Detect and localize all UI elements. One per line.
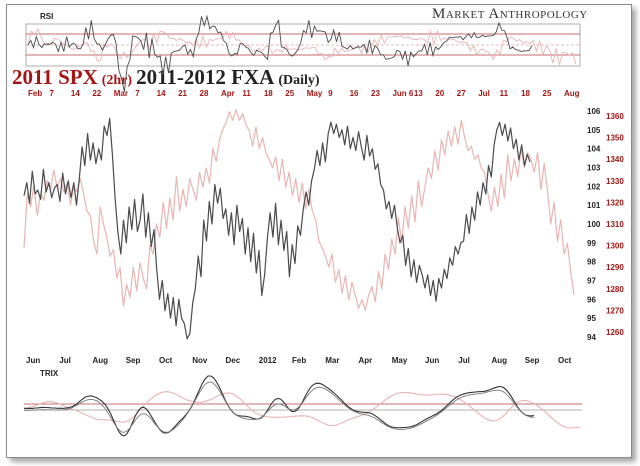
- fxa-series-line: [23, 117, 531, 340]
- spx-rsi-line: [27, 28, 577, 65]
- rsi-panel: [25, 14, 581, 92]
- fxa-axis-tick: 106: [587, 107, 601, 116]
- bottom-axis-label: Oct: [558, 356, 572, 365]
- spx-trix-line: [23, 391, 581, 429]
- bottom-axis-label: Sep: [525, 356, 540, 365]
- bottom-axis-label: Aug: [93, 356, 109, 365]
- title-spx: 2011 SPX: [12, 65, 98, 89]
- spx-axis-tick: 1360: [606, 112, 624, 121]
- top-axis-label: Jun 6: [392, 89, 413, 98]
- spx-axis-tick: 1350: [606, 134, 624, 143]
- top-date-axis: Feb 7 14 22 Mar 7 14 21 28 Apr 11 18 25 May 9 16 23 Jun 6…: [28, 89, 580, 98]
- fxa-axis-tick: 99: [587, 239, 596, 248]
- brand-watermark: Market Anthropology: [432, 6, 588, 22]
- fxa-rsi-line: [27, 14, 533, 92]
- top-axis-label: 25: [543, 89, 552, 98]
- bottom-axis-label: 2012: [259, 356, 277, 365]
- bottom-axis-label: Jul: [458, 356, 470, 365]
- fxa-trix-signal-line: [23, 381, 535, 433]
- top-axis-label: May: [307, 89, 323, 98]
- spx-axis-tick: 1270: [606, 306, 624, 315]
- top-axis-label: Aug: [564, 89, 580, 98]
- bottom-axis-label: Sep: [126, 356, 141, 365]
- top-axis-label: 16: [350, 89, 359, 98]
- main-plot: [23, 108, 575, 340]
- fxa-axis-tick: 98: [587, 258, 596, 267]
- top-axis-label: 14: [71, 89, 80, 98]
- spx-axis-tick: 1310: [606, 220, 624, 229]
- title-spx-timeframe: (2hr): [101, 73, 133, 88]
- fxa-axis-tick: 102: [587, 182, 601, 191]
- top-axis-label: 22: [92, 89, 101, 98]
- trix-panel: [23, 375, 582, 437]
- spx-axis-tick: 1320: [606, 198, 624, 207]
- fxa-axis-tick: 97: [587, 277, 596, 286]
- top-axis-label: 25: [285, 89, 294, 98]
- bottom-axis-label: Mar: [325, 356, 339, 365]
- spx-axis-tick: 1280: [606, 285, 624, 294]
- top-axis-label: Jul: [478, 89, 490, 98]
- top-axis-label: 9: [328, 89, 333, 98]
- bottom-axis-label: Aug: [492, 356, 508, 365]
- top-axis-label: 18: [521, 89, 530, 98]
- top-axis-label: Feb: [28, 89, 42, 98]
- top-axis-label: 11: [500, 89, 509, 98]
- fxa-axis-tick: 101: [587, 201, 601, 210]
- top-axis-label: 23: [371, 89, 380, 98]
- spx-series-line: [23, 108, 575, 311]
- chart-title: 2011 SPX (2hr) 2011-2012 FXA (Daily): [12, 67, 320, 91]
- top-axis-label: 21: [178, 89, 187, 98]
- fxa-axis-tick: 105: [587, 126, 601, 135]
- fxa-axis-tick: 95: [587, 314, 596, 323]
- fxa-axis-tick: 94: [587, 333, 596, 342]
- top-axis-label: 20: [435, 89, 444, 98]
- spx-axis-tick: 1340: [606, 155, 624, 164]
- bottom-axis-label: May: [392, 356, 408, 365]
- trix-panel-label: TRIX: [40, 369, 59, 378]
- bottom-date-axis: Jun Jul Aug Sep Oct Nov Dec 2012 Feb Mar Apr May Jun…: [26, 356, 572, 365]
- right-price-axes: 106 105 104 103 102 101 100 99 98 97 96 95 94 1360 135…: [587, 107, 624, 342]
- fxa-axis-tick: 100: [587, 220, 601, 229]
- chart-frame: [6, 4, 632, 458]
- bottom-axis-label: Jul: [59, 356, 71, 365]
- bottom-axis-label: Dec: [226, 356, 241, 365]
- top-axis-label: 27: [457, 89, 466, 98]
- bottom-axis-label: Jun: [26, 356, 40, 365]
- fxa-axis-tick: 96: [587, 295, 596, 304]
- bottom-axis-label: Nov: [192, 356, 208, 365]
- bottom-axis-label: Jun: [425, 356, 439, 365]
- top-axis-label: 7: [49, 89, 54, 98]
- fxa-axis-tick: 103: [587, 164, 601, 173]
- spx-axis-tick: 1290: [606, 263, 624, 272]
- spx-axis-tick: 1330: [606, 177, 624, 186]
- top-axis-label: 11: [242, 89, 251, 98]
- top-axis-label: 13: [414, 89, 423, 98]
- top-axis-label: 28: [200, 89, 209, 98]
- top-axis-label: 14: [157, 89, 166, 98]
- top-axis-label: 18: [264, 89, 273, 98]
- fxa-axis-tick: 104: [587, 145, 601, 154]
- top-axis-label: 7: [135, 89, 140, 98]
- top-axis-label: Mar: [114, 89, 128, 98]
- top-axis-label: Apr: [221, 89, 235, 98]
- title-fxa-timeframe: (Daily): [278, 73, 320, 88]
- bottom-axis-label: Oct: [159, 356, 173, 365]
- spx-axis-tick: 1300: [606, 242, 624, 251]
- fxa-trix-line: [23, 375, 535, 437]
- bottom-axis-label: Feb: [292, 356, 306, 365]
- bottom-axis-label: Apr: [359, 356, 373, 365]
- title-fxa: 2011-2012 FXA: [136, 65, 275, 89]
- spx-axis-tick: 1260: [606, 328, 624, 337]
- rsi-panel-label: RSI: [40, 12, 54, 21]
